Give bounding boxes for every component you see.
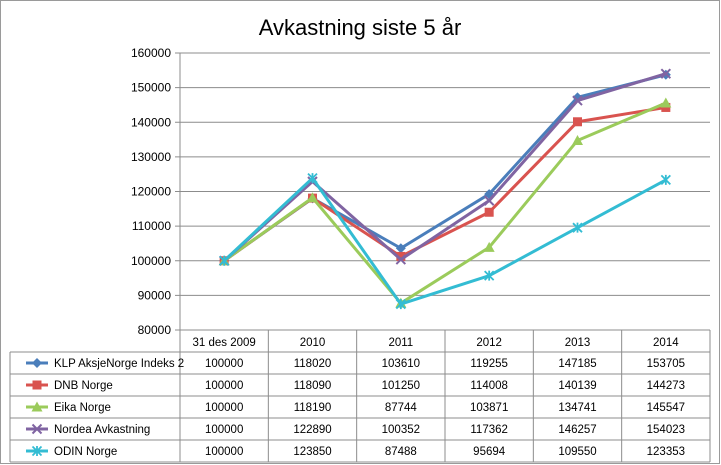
table-value: 153705 (647, 358, 685, 370)
table-value: 146257 (558, 424, 596, 436)
chart-title: Avkastning siste 5 år (259, 15, 462, 40)
legend-label: ODIN Norge (54, 446, 117, 458)
x-category-label: 2012 (476, 337, 502, 349)
table-value: 147185 (558, 358, 596, 370)
data-point (483, 241, 495, 252)
table-value: 123353 (647, 446, 685, 458)
y-tick-label: 130000 (131, 150, 171, 164)
table-value: 119255 (470, 358, 508, 370)
data-point (484, 270, 495, 281)
table-value: 118020 (294, 358, 332, 370)
table-value: 123850 (293, 446, 331, 458)
data-point (32, 380, 42, 390)
table-value: 100000 (205, 402, 243, 414)
data-point (219, 255, 230, 266)
x-category-label: 2010 (300, 337, 326, 349)
table-value: 100000 (205, 358, 243, 370)
y-tick-label: 150000 (131, 81, 171, 95)
x-category-label: 2014 (653, 337, 679, 349)
data-point (572, 134, 583, 145)
data-point (31, 445, 43, 457)
data-point (307, 173, 318, 184)
y-tick-label: 120000 (131, 185, 171, 199)
x-category-label: 31 des 2009 (193, 337, 256, 349)
data-point (31, 423, 43, 435)
y-tick-label: 140000 (131, 115, 171, 129)
table-value: 100000 (205, 380, 243, 392)
table-value: 100000 (205, 446, 243, 458)
table-value: 134741 (558, 402, 596, 414)
legend-key (26, 445, 48, 457)
table-value: 118090 (294, 380, 332, 392)
series-line (223, 101, 667, 305)
x-category-label: 2013 (565, 337, 591, 349)
data-point (307, 192, 318, 203)
series-line (223, 176, 667, 306)
table-value: 87744 (385, 402, 418, 414)
data-point (395, 243, 406, 254)
table-value: 117362 (470, 424, 508, 436)
data-point (32, 358, 42, 368)
table-value: 140139 (558, 380, 596, 392)
y-tick-label: 80000 (138, 323, 172, 337)
x-category-label: 2011 (388, 337, 413, 349)
data-point (660, 68, 672, 79)
data-point (395, 254, 407, 265)
table-value: 101250 (382, 380, 420, 392)
legend-label: Eika Norge (54, 402, 111, 414)
data-point (396, 251, 406, 261)
table-value: 109550 (558, 446, 596, 458)
table-value: 144273 (647, 380, 685, 392)
legend-key (26, 358, 48, 368)
data-point (660, 174, 671, 186)
legend-label: KLP AksjeNorge Indeks 2 (54, 358, 184, 370)
data-point (572, 95, 583, 106)
data-point (395, 298, 406, 310)
y-tick-label: 100000 (131, 254, 171, 268)
data-point (572, 222, 583, 233)
table-value: 100000 (205, 424, 243, 436)
legend-label: DNB Norge (54, 380, 113, 392)
table-value: 103610 (382, 358, 420, 370)
table-value: 114008 (470, 380, 508, 392)
table-value: 87488 (385, 446, 417, 458)
gridlines (180, 52, 710, 331)
y-tick-label: 160000 (131, 46, 171, 60)
legend-key (26, 401, 48, 412)
legend-key (26, 423, 48, 435)
table-value: 154023 (647, 424, 685, 436)
legend-label: Nordea Avkastning (54, 424, 150, 436)
data-point (660, 97, 672, 108)
table-value: 95694 (473, 446, 506, 458)
table-value: 118190 (294, 402, 332, 414)
data-point (483, 195, 495, 206)
legend-key (26, 380, 48, 390)
data-point (573, 117, 582, 127)
series-lines (218, 68, 672, 310)
data-table: 31 des 2009 2010 2011 2012 2013 2014 KLP Aksje… (9, 329, 711, 463)
series-line (223, 72, 667, 262)
data-point (31, 401, 43, 412)
y-tick-label: 110000 (132, 219, 171, 233)
table-value: 145547 (647, 402, 685, 414)
table-value: 103871 (470, 402, 508, 414)
data-point (484, 207, 494, 217)
table-value: 122890 (293, 424, 331, 436)
table-value: 100352 (382, 424, 420, 436)
y-tick-label: 90000 (138, 288, 172, 302)
y-axis: 80000 90000 100000 110000 120000 130000 140000… (131, 46, 181, 337)
series-4 (219, 173, 671, 310)
